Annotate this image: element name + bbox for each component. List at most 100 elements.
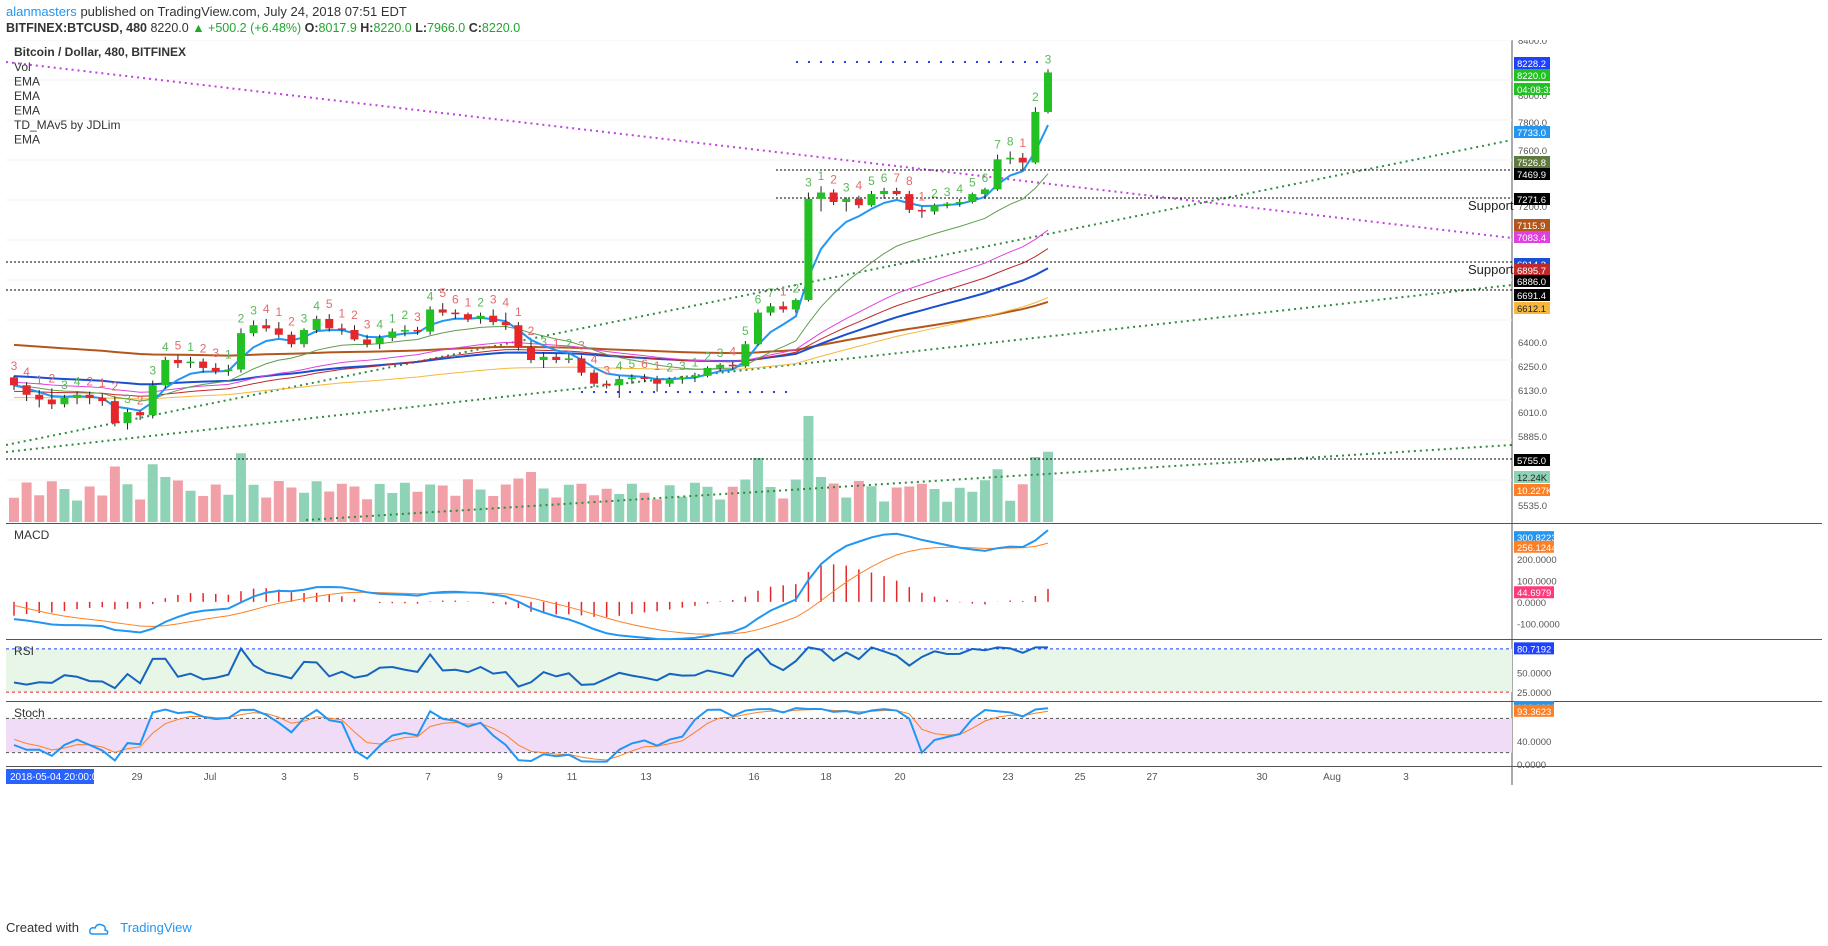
td-count-label: 4 [74,375,81,389]
stoch-tag [1514,704,1554,717]
candle-body [968,194,977,202]
td-count-label: 1 [187,340,194,354]
volume-bar [185,490,196,522]
td-count-label: 2 [288,315,295,329]
volume-bar [84,486,95,522]
td-count-label: 2 [830,172,837,186]
volume-bar [715,499,726,522]
volume-bar [399,482,410,522]
candle-body [627,377,636,379]
candle-body [451,312,460,315]
td-count-label: 4 [23,365,30,379]
td-count-label: 6 [641,357,648,371]
td-count-label: 3 [149,364,156,378]
td-count-label: 3 [301,311,308,325]
price-tag-label: 8228.2 [1517,59,1546,70]
candle-body [1031,111,1040,163]
candle-body [236,333,245,370]
candle-body [123,412,132,424]
candle-body [186,361,195,364]
td-count-label: 4 [616,359,623,373]
candle-body [842,198,851,202]
author-link[interactable]: alanmasters [6,4,77,19]
tradingview-link[interactable]: TradingView [120,920,192,935]
price-tag-label: 6691.4 [1517,291,1546,302]
td-count-label: 1 [36,373,43,387]
td-count-label: 1 [818,169,825,183]
td-count-label: 2 [200,341,207,355]
rsi-axis-label: 80.7192 [1517,644,1551,655]
macd-axis-label: 200.0000 [1517,555,1557,566]
candle-body [350,329,359,340]
candle-body [211,367,220,372]
volume-bar [1005,500,1016,522]
td-count-label: 4 [956,182,963,196]
price-tag [1514,156,1550,168]
candle-body [161,360,170,386]
td-count-label: 2 [528,324,535,338]
volume-bar [551,497,562,522]
volume-bar [853,481,864,522]
volume-bar [626,483,637,522]
candle-body [1018,157,1027,163]
ema-line [13,173,1049,402]
candle-body [917,209,926,212]
x-tick-label: 27 [1146,772,1158,783]
candle-body [98,397,107,402]
td-count-label: 3 [124,392,131,406]
volume-bar [841,497,852,522]
td-count-label: 3 [578,338,585,352]
candle-body [615,378,624,386]
x-tick-label: Jul [204,772,217,783]
td-count-label: 2 [792,281,799,295]
candle-body [993,159,1002,190]
volume-bar [349,486,360,522]
macd-axis-label: -100.0000 [1517,619,1560,630]
td-count-label: 1 [553,337,560,351]
candle-body [325,318,334,329]
td-count-label: 3 [603,364,610,378]
candle-body [892,190,901,195]
macd-tag [1514,531,1554,544]
pane-label: Stoch [14,706,45,720]
candle-body [463,314,472,319]
candle-body [476,315,485,319]
legend-item: Vol [14,60,31,74]
support-trendline [6,284,1513,453]
volume-bar [589,495,600,522]
volume-bar [273,481,284,522]
volume-bar [462,479,473,522]
candle-body [110,401,119,424]
price-tag-label: 7733.0 [1517,128,1546,139]
volume-bar [147,464,158,522]
volume-bar [299,492,310,522]
td-count-label: 2 [137,394,144,408]
y-tick-label: 6400.0 [1518,338,1547,349]
chart-canvas[interactable]: 3 41 2 3 4 2 1 23 234 5 1 2 3 123 4 12 34 51 23 4 1 2 34 5 6 1 2 3 4… [6,40,1822,912]
td-count-label: 2 [112,379,119,393]
td-count-label: 3 [944,185,951,199]
candle-body [312,318,321,330]
open-value: 8017.9 [318,21,357,35]
volume-bar [362,499,373,522]
candle-body [930,205,939,212]
candle-body [438,309,447,313]
volume-bar [904,486,915,522]
rsi-band [6,648,1512,693]
volume-bar [967,491,978,522]
candle-body [300,329,309,345]
low-value: 7966.0 [427,21,466,35]
candle-body [867,194,876,206]
candle-body [552,356,561,360]
last-price: 8220.0 [150,21,189,35]
volume-bar [198,496,209,522]
symbol: BITFINEX:BTCUSD, 480 [6,21,147,35]
x-tick-label: 25 [1074,772,1086,783]
volume-bar [677,496,688,522]
volume-bar [1030,457,1041,522]
stoch-axis-label: 0.0000 [1517,760,1546,771]
candle-body [136,412,145,416]
x-tick-label: 29 [131,772,143,783]
td-count-label: 7 [893,171,900,185]
candle-body [665,378,674,384]
